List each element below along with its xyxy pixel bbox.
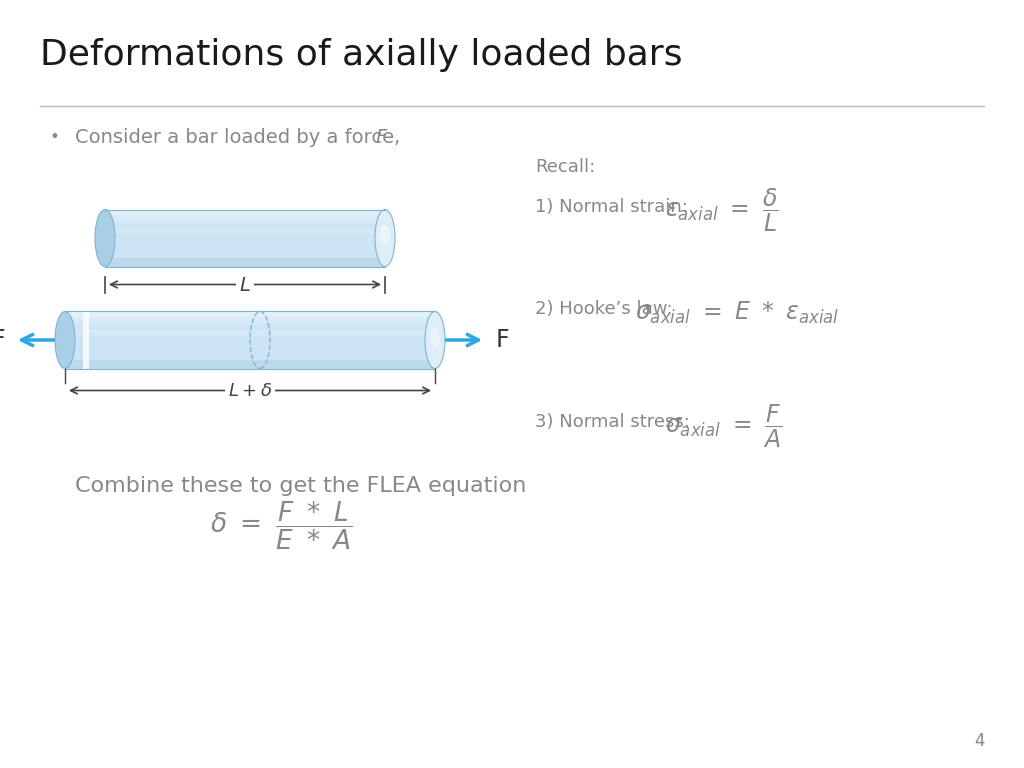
Bar: [105, 210, 385, 266]
Ellipse shape: [425, 312, 445, 369]
Bar: [65, 320, 435, 322]
Bar: [105, 225, 385, 227]
Bar: [65, 312, 435, 313]
Bar: [65, 312, 435, 369]
Text: Consider a bar loaded by a force,: Consider a bar loaded by a force,: [75, 128, 407, 147]
Bar: [105, 217, 385, 218]
Bar: [65, 327, 435, 329]
Bar: [105, 228, 385, 230]
Text: $\sigma_{axial}\ =\ E\ *\ \varepsilon_{axial}$: $\sigma_{axial}\ =\ E\ *\ \varepsilon_{a…: [635, 300, 840, 326]
Bar: [105, 262, 385, 263]
Text: 1) Normal strain:: 1) Normal strain:: [535, 198, 688, 216]
Bar: [65, 360, 435, 362]
Bar: [105, 230, 385, 231]
Text: $\sigma_{axial}\ =\ \dfrac{F}{A}$: $\sigma_{axial}\ =\ \dfrac{F}{A}$: [665, 402, 782, 450]
Bar: [105, 265, 385, 266]
Bar: [105, 261, 385, 262]
Text: $\delta\ =\ \dfrac{F\ *\ L}{E\ *\ A}$: $\delta\ =\ \dfrac{F\ *\ L}{E\ *\ A}$: [210, 500, 353, 552]
Ellipse shape: [55, 312, 75, 369]
Text: Recall:: Recall:: [535, 158, 595, 176]
Text: 3) Normal stress:: 3) Normal stress:: [535, 413, 690, 431]
Bar: [105, 220, 385, 221]
Bar: [105, 227, 385, 228]
Bar: [65, 330, 435, 332]
Bar: [105, 260, 385, 261]
Ellipse shape: [375, 210, 395, 266]
Text: $L$: $L$: [240, 276, 251, 295]
Bar: [65, 316, 435, 317]
Text: F: F: [375, 128, 386, 147]
Ellipse shape: [380, 225, 390, 245]
Bar: [65, 322, 435, 323]
Text: Combine these to get the FLEA equation: Combine these to get the FLEA equation: [75, 476, 526, 496]
Bar: [105, 232, 385, 233]
Text: F: F: [0, 328, 5, 352]
Bar: [65, 334, 435, 336]
Bar: [105, 231, 385, 232]
Text: $\varepsilon_{axial}\ =\ \dfrac{\delta}{L}$: $\varepsilon_{axial}\ =\ \dfrac{\delta}{…: [665, 187, 778, 233]
Bar: [65, 329, 435, 330]
Bar: [65, 313, 435, 314]
Bar: [65, 366, 435, 367]
Bar: [105, 222, 385, 223]
Bar: [65, 326, 435, 327]
Bar: [105, 223, 385, 225]
Bar: [105, 218, 385, 220]
Bar: [65, 333, 435, 334]
Text: •: •: [50, 128, 59, 146]
Bar: [65, 364, 435, 366]
Bar: [105, 215, 385, 217]
Ellipse shape: [430, 327, 440, 347]
Bar: [83, 312, 89, 369]
Bar: [65, 317, 435, 319]
Bar: [105, 210, 385, 211]
Bar: [105, 263, 385, 265]
Bar: [65, 332, 435, 333]
Bar: [105, 212, 385, 214]
Bar: [65, 319, 435, 320]
Text: F: F: [496, 328, 509, 352]
Bar: [65, 314, 435, 316]
Bar: [65, 323, 435, 324]
Ellipse shape: [95, 210, 115, 266]
Text: 2) Hooke’s law:: 2) Hooke’s law:: [535, 300, 673, 318]
Text: 4: 4: [975, 732, 985, 750]
Bar: [105, 258, 385, 260]
Bar: [105, 221, 385, 222]
Bar: [65, 367, 435, 369]
Bar: [65, 324, 435, 326]
Bar: [65, 362, 435, 364]
Bar: [105, 211, 385, 212]
Text: $L + \delta$: $L + \delta$: [228, 382, 272, 400]
Text: Deformations of axially loaded bars: Deformations of axially loaded bars: [40, 38, 683, 72]
Bar: [105, 214, 385, 215]
